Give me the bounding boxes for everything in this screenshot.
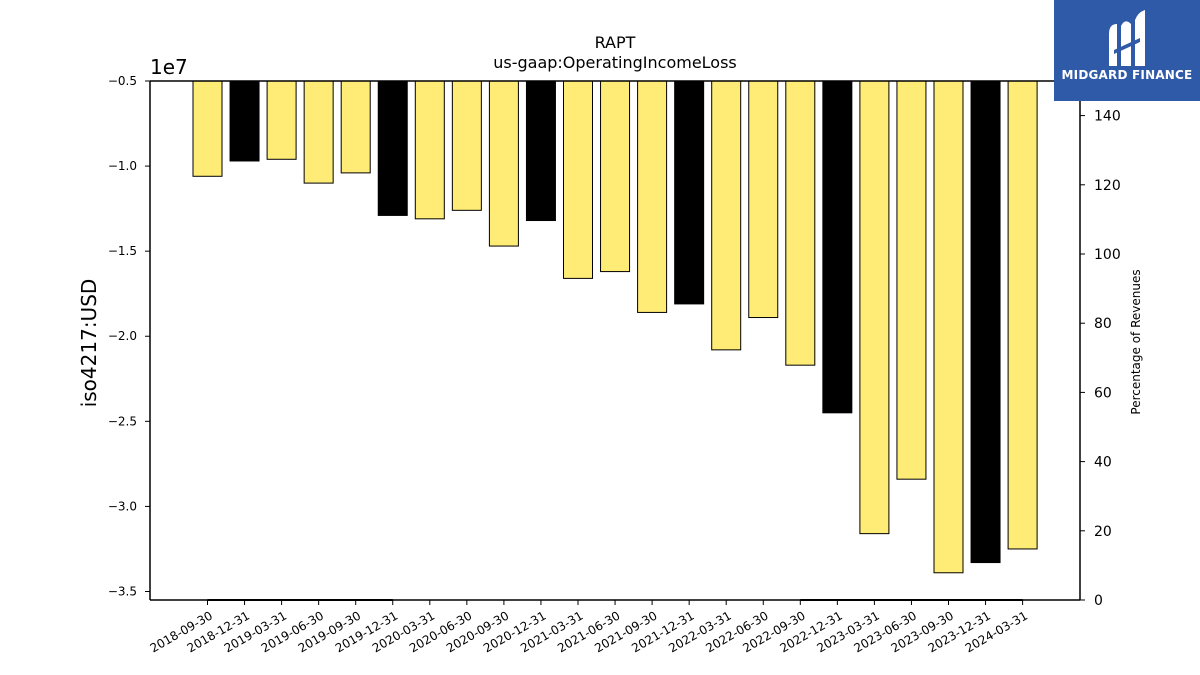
bar-2019-09-30 <box>340 80 371 174</box>
y-axis-offset-label: 1e7 <box>150 55 188 79</box>
bar-2023-12-31 <box>970 80 1001 564</box>
chart-subtitle: us-gaap:OperatingIncomeLoss <box>493 53 737 72</box>
bar-2021-12-31 <box>674 80 705 305</box>
bar-2021-06-30 <box>600 80 631 273</box>
y2-axis-label: Percentage of Revenues <box>1129 269 1143 414</box>
bar-2019-06-30 <box>303 80 334 184</box>
midgard-finance-logo: MIDGARD FINANCE <box>1054 0 1200 101</box>
bars-group <box>192 80 1038 574</box>
bar-2018-12-31 <box>229 80 260 162</box>
y2-tick-label: 0 <box>1094 593 1103 609</box>
bar-2022-09-30 <box>785 80 816 366</box>
y2-tick-label: 20 <box>1094 524 1112 540</box>
y2-tick-label: 140 <box>1094 109 1121 125</box>
bar-2024-03-31 <box>1007 80 1038 550</box>
bar-2020-12-31 <box>525 80 556 222</box>
bar-2023-03-31 <box>859 80 890 535</box>
bar-2020-03-31 <box>414 80 445 220</box>
y-ticks-group: −0.5 −1.0 −1.5 −2.0 −2.5 −3.0 −3.5 <box>108 74 150 598</box>
bar-2023-09-30 <box>933 80 964 574</box>
y2-ticks-group: 0 20 40 60 80 100 120 140 <box>1080 109 1121 609</box>
midgard-logo-icon <box>1109 10 1145 66</box>
bar-2018-09-30 <box>192 80 223 177</box>
y-tick-label: −0.5 <box>108 74 137 88</box>
y-axis-label: iso4217:USD <box>77 279 101 408</box>
bar-2020-09-30 <box>488 80 519 247</box>
y-tick-label: −3.0 <box>108 499 137 513</box>
bar-2022-12-31 <box>822 80 853 414</box>
bar-2023-06-30 <box>896 80 927 480</box>
bar-2019-12-31 <box>377 80 408 216</box>
chart-title: RAPT <box>595 33 636 52</box>
bar-2022-03-31 <box>711 80 742 351</box>
x-ticks-group: 2018-09-302018-12-312019-03-312019-06-30… <box>148 600 1030 655</box>
y-tick-label: −3.5 <box>108 584 137 598</box>
bar-2020-06-30 <box>451 80 482 211</box>
y-tick-label: −2.5 <box>108 414 137 428</box>
y2-tick-label: 80 <box>1094 316 1112 332</box>
y-tick-label: −1.0 <box>108 159 137 173</box>
y2-tick-label: 40 <box>1094 455 1112 471</box>
y2-tick-label: 100 <box>1094 247 1121 263</box>
bar-2019-03-31 <box>266 80 297 160</box>
y2-tick-label: 120 <box>1094 178 1121 194</box>
y-tick-label: −1.5 <box>108 244 137 258</box>
y2-tick-label: 60 <box>1094 385 1112 401</box>
bar-2021-09-30 <box>637 80 668 313</box>
bar-2022-06-30 <box>748 80 779 319</box>
logo-text: MIDGARD FINANCE <box>1061 68 1193 82</box>
bar-2021-03-31 <box>563 80 593 279</box>
y-tick-label: −2.0 <box>108 329 137 343</box>
